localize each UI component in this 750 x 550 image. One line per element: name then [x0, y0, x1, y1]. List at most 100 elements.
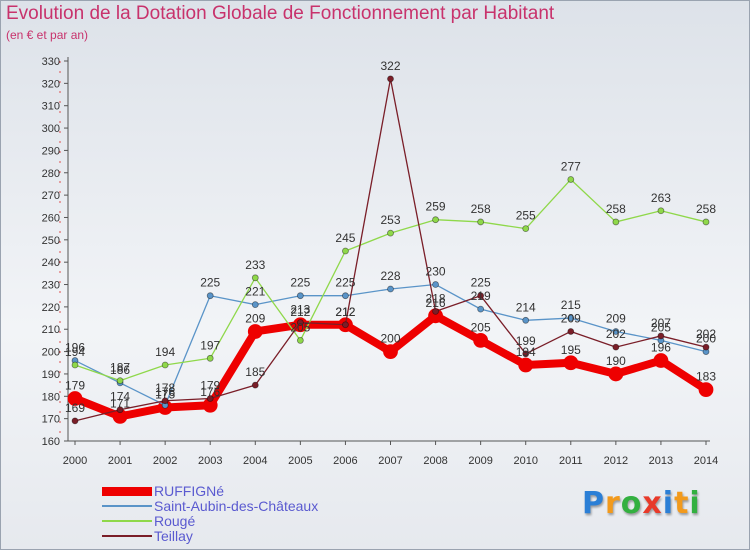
y-tick-label: 270: [42, 190, 60, 202]
x-tick-label: 2002: [153, 455, 177, 467]
data-point: [612, 343, 620, 351]
logo-letter: r: [605, 486, 621, 521]
data-point: [522, 350, 530, 358]
data-label: 185: [245, 365, 265, 379]
data-point: [477, 305, 485, 313]
legend-swatch-teillay: [102, 535, 152, 537]
data-point: [567, 176, 575, 183]
data-point: [251, 301, 259, 309]
data-point: [608, 366, 624, 382]
data-label: 187: [110, 361, 130, 375]
data-label: 221: [245, 285, 265, 299]
data-label: 225: [290, 276, 310, 290]
y-tick-label: 210: [42, 324, 60, 336]
data-label: 209: [606, 311, 626, 325]
data-label: 263: [651, 191, 671, 205]
data-point: [473, 333, 489, 348]
data-label: 213: [290, 303, 310, 317]
data-point: [206, 354, 214, 362]
data-label: 245: [335, 231, 355, 245]
y-tick-label: 180: [42, 391, 60, 403]
proxiti-logo: Proxiti: [582, 486, 701, 521]
legend-swatch-ruffigne: [102, 487, 152, 496]
data-point: [567, 314, 575, 322]
data-point: [383, 344, 398, 359]
data-point: [432, 216, 439, 224]
chart-subtitle: (en € et par an): [6, 28, 89, 42]
data-label: 200: [696, 332, 716, 346]
logo-letter: t: [674, 486, 690, 521]
legend-label-rouge: Rougé: [154, 513, 196, 529]
x-tick-label: 2008: [423, 455, 447, 467]
data-label: 174: [110, 390, 130, 404]
data-label: 196: [65, 341, 85, 355]
data-point: [71, 417, 79, 425]
y-tick-label: 200: [42, 347, 60, 359]
data-point: [653, 353, 669, 368]
data-label: 196: [651, 341, 671, 355]
data-point: [251, 381, 259, 389]
data-label: 176: [200, 385, 220, 399]
data-label: 216: [426, 296, 446, 310]
data-label: 258: [606, 202, 626, 216]
data-label: 207: [651, 316, 671, 330]
legend-label-ruffigne: RUFFIGNé: [154, 483, 224, 499]
y-tick-label: 220: [42, 302, 60, 314]
data-point: [342, 321, 349, 329]
data-label: 199: [516, 334, 536, 348]
data-label: 219: [471, 289, 491, 303]
data-point: [518, 357, 534, 373]
data-label: 183: [696, 370, 716, 384]
data-label: 175: [155, 387, 175, 401]
y-tick-label: 250: [42, 235, 60, 247]
data-point: [71, 361, 79, 369]
data-label: 178: [155, 381, 175, 395]
data-label: 233: [245, 258, 265, 272]
data-label: 202: [606, 327, 626, 341]
data-point: [247, 324, 263, 339]
data-label: 205: [471, 320, 491, 334]
logo-letter: P: [582, 486, 605, 521]
x-tick-label: 2013: [649, 455, 673, 467]
chart-title: Evolution de la Dotation Globale de Fonc…: [6, 3, 555, 24]
data-label: 202: [696, 327, 716, 341]
data-label: 253: [380, 213, 400, 227]
data-point: [251, 274, 259, 282]
legend-swatch-rouge: [102, 520, 152, 522]
data-label: 218: [426, 291, 446, 305]
data-label: 209: [561, 311, 581, 325]
data-point: [612, 328, 620, 335]
data-point: [161, 397, 169, 405]
y-tick-label: 160: [42, 436, 60, 448]
data-label: 194: [65, 345, 85, 359]
x-tick-label: 2014: [694, 455, 718, 467]
data-label: 258: [696, 202, 716, 216]
data-label: 194: [155, 345, 175, 359]
x-tick-label: 2005: [288, 455, 312, 467]
data-label: 215: [561, 298, 581, 312]
data-label: 212: [335, 305, 355, 319]
data-point: [567, 328, 575, 335]
data-point: [296, 292, 304, 300]
data-point: [387, 229, 394, 237]
data-point: [702, 343, 710, 351]
data-label: 179: [65, 379, 85, 393]
data-label: 214: [516, 300, 536, 314]
y-tick-label: 230: [42, 280, 60, 292]
data-label: 212: [335, 305, 355, 319]
y-tick-label: 300: [42, 123, 60, 135]
data-point: [342, 247, 349, 255]
x-tick-label: 2007: [378, 455, 402, 467]
data-point: [116, 377, 124, 385]
y-tick-label: 290: [42, 145, 60, 157]
data-point: [432, 281, 439, 288]
data-point: [206, 395, 214, 402]
data-point: [432, 307, 439, 315]
data-label: 176: [155, 385, 175, 399]
y-tick-label: 280: [42, 168, 60, 180]
x-tick-label: 2011: [559, 455, 583, 467]
data-point: [116, 406, 124, 414]
logo-letter: x: [642, 486, 663, 521]
data-label: 186: [110, 363, 130, 377]
data-point: [296, 319, 304, 326]
